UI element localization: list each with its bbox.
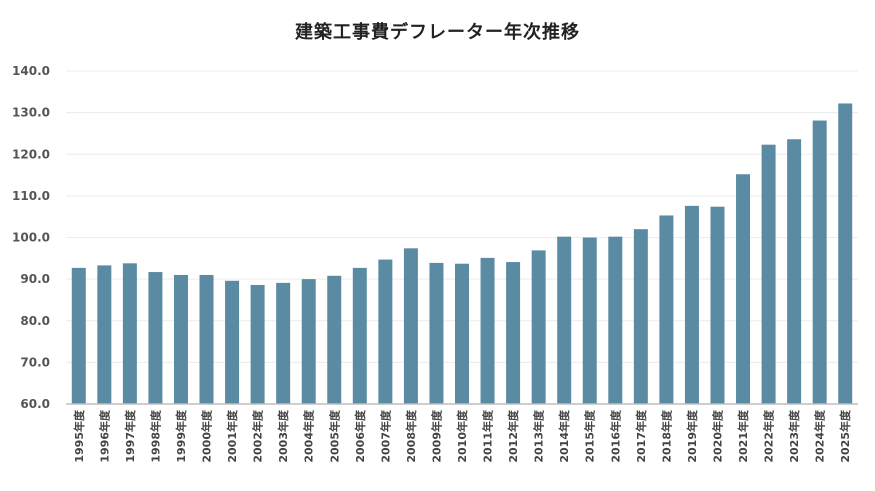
bar-1998年度 [148,272,163,404]
bar-2000年度 [199,274,214,404]
x-tick-label: 1995年度 [72,409,86,463]
bar-2003年度 [276,282,291,404]
x-tick-label: 1999年度 [174,409,188,463]
bar-2007年度 [378,259,393,404]
x-tick-label: 2025年度 [838,409,852,463]
bar-2005年度 [327,275,342,404]
y-tick-label: 90.0 [20,272,50,286]
x-tick-label: 2013年度 [532,409,546,463]
bar-2002年度 [250,284,265,404]
x-tick-label: 2005年度 [327,409,341,463]
x-tick-label: 2018年度 [659,409,673,463]
bar-2009年度 [429,262,444,404]
x-tick-label: 2004年度 [302,409,316,463]
y-tick-label: 130.0 [12,106,50,120]
y-tick-label: 70.0 [20,355,50,369]
bar-2010年度 [455,263,469,404]
y-tick-label: 60.0 [20,397,50,411]
bar-2022年度 [761,144,776,404]
x-tick-label: 2015年度 [583,409,597,463]
x-tick-label: 2017年度 [634,409,648,463]
x-tick-label: 2003年度 [276,409,290,463]
bar-2014年度 [557,236,572,404]
bar-2015年度 [582,237,597,404]
bar-2025年度 [838,103,853,404]
x-tick-label: 2002年度 [251,409,265,463]
y-tick-label: 110.0 [12,189,50,203]
bar-2020年度 [710,206,725,404]
x-tick-label: 2023年度 [787,409,801,463]
bar-1999年度 [173,274,188,404]
x-tick-label: 1997年度 [123,409,137,463]
bar-2019年度 [684,205,699,404]
bar-2004年度 [301,279,316,404]
bar-2013年度 [531,250,546,404]
y-tick-label: 120.0 [12,147,50,161]
x-tick-label: 2014年度 [557,409,571,463]
x-tick-label: 1998年度 [148,409,162,463]
x-tick-label: 2016年度 [608,409,622,463]
x-tick-label: 2022年度 [762,409,776,463]
x-tick-label: 2010年度 [455,409,469,463]
bar-2016年度 [608,236,623,404]
y-tick-label: 80.0 [20,314,50,328]
x-tick-label: 1996年度 [97,409,111,463]
x-tick-label: 2012年度 [506,409,520,463]
bar-1997年度 [122,263,137,404]
bar-1996年度 [97,265,112,404]
y-tick-label: 100.0 [12,231,50,245]
x-tick-label: 2024年度 [813,409,827,463]
x-tick-label: 2019年度 [685,409,699,463]
y-tick-label: 140.0 [12,64,50,78]
chart-title: 建築工事費デフレーター年次推移 [295,22,580,43]
bar-2023年度 [787,139,802,404]
x-tick-label: 2011年度 [481,409,495,463]
bar-1995年度 [71,267,86,404]
bar-2017年度 [633,229,648,404]
bar-2021年度 [736,174,751,404]
bar-2024年度 [812,120,827,404]
bar-2018年度 [659,215,674,404]
x-tick-label: 2020年度 [710,409,724,463]
x-tick-label: 2006年度 [353,409,367,463]
x-tick-label: 2009年度 [429,409,443,463]
x-tick-label: 2007年度 [378,409,392,463]
bar-2008年度 [403,248,418,404]
x-tick-label: 2021年度 [736,409,750,463]
bar-2006年度 [352,267,367,404]
x-tick-label: 2001年度 [225,409,239,463]
x-tick-label: 2000年度 [200,409,214,463]
x-tick-label: 2008年度 [404,409,418,463]
bar-2012年度 [506,262,521,404]
bar-2001年度 [225,280,240,404]
bar-2011年度 [480,257,495,404]
